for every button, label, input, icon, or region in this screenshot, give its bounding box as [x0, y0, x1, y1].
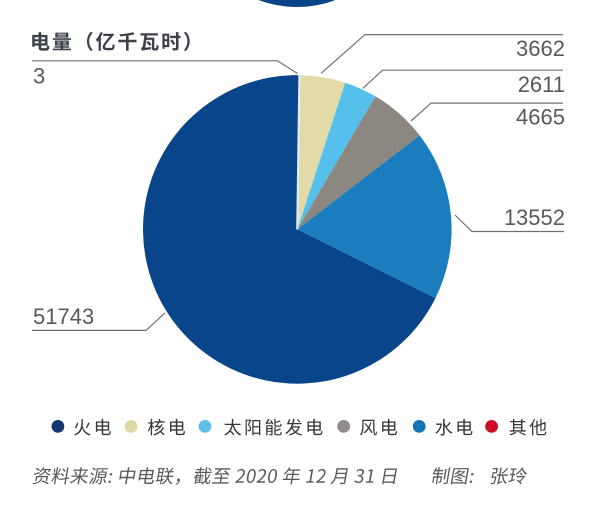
svg-text:4665: 4665: [516, 105, 565, 130]
svg-text:51743: 51743: [33, 304, 94, 329]
svg-text:2611: 2611: [518, 72, 565, 97]
svg-text:3662: 3662: [516, 36, 565, 61]
svg-text:13552: 13552: [504, 205, 565, 230]
svg-text:3: 3: [33, 64, 45, 89]
